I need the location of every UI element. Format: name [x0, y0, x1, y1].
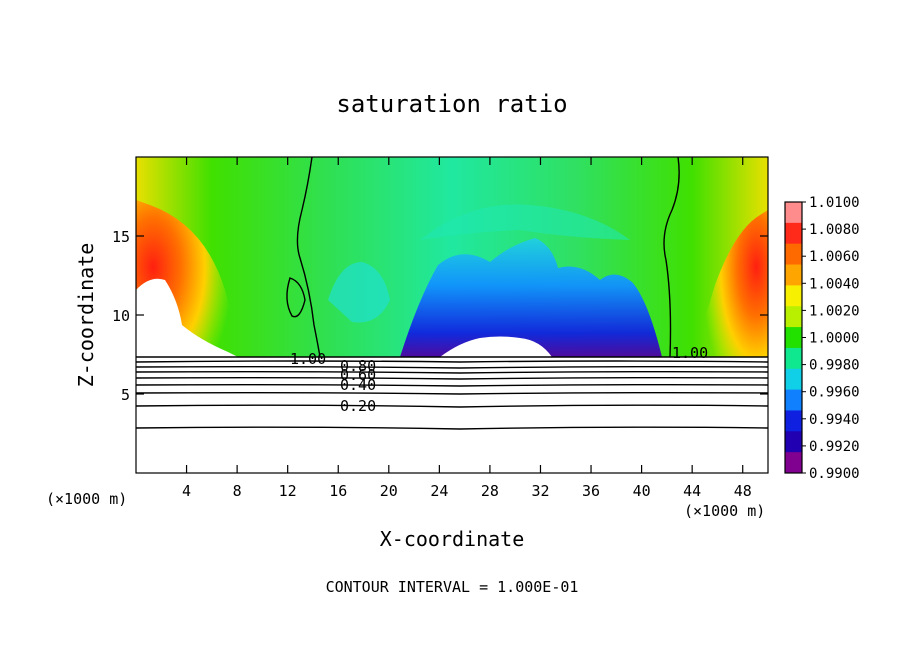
right-warm-region [690, 157, 768, 357]
colorbar: 1.0100 1.0080 1.0060 1.0040 1.0020 1.0000 0.99… [784, 195, 860, 482]
colorbar-swatch [785, 285, 802, 307]
y-axis-label: Z-coordinate [74, 243, 98, 388]
upper-cyan-band [420, 204, 630, 240]
y-tick-label: 5 [121, 386, 130, 404]
y-tick-label: 15 [112, 228, 130, 246]
x-tick-label: 4 [182, 482, 191, 500]
cyan-patch [328, 262, 390, 323]
contour-label: 1.00 [290, 350, 326, 368]
x-axis-ticks: 4 8 12 16 20 24 28 32 36 40 44 48 [182, 157, 752, 500]
x-tick-label: 40 [633, 482, 651, 500]
contour-interval-footer: CONTOUR INTERVAL = 1.000E-01 [326, 578, 579, 596]
x-tick-label: 36 [582, 482, 600, 500]
x-tick-label: 24 [430, 482, 448, 500]
contour-labels: 1.00 0.80 0.60 0.40 0.20 1.00 [290, 344, 708, 415]
colorbar-swatch [785, 452, 802, 474]
contour-label: 1.00 [672, 344, 708, 362]
colorbar-swatch [785, 327, 802, 349]
contour-label: 0.20 [340, 397, 376, 415]
colorbar-swatch [785, 389, 802, 411]
colorbar-level-label: 0.9980 [809, 358, 860, 374]
lower-white-zone [136, 357, 768, 473]
colorbar-level-label: 0.9960 [809, 385, 860, 401]
colorbar-swatch [785, 222, 802, 245]
y-axis-ticks: 5 10 15 [112, 228, 768, 404]
colorbar-swatch [785, 202, 802, 224]
filled-contours [136, 157, 768, 473]
x-tick-label: 8 [233, 482, 242, 500]
y-tick-label: 10 [112, 307, 130, 325]
sub-saturated-region [400, 238, 662, 357]
x-tick-label: 28 [481, 482, 499, 500]
x-tick-label: 20 [380, 482, 398, 500]
colorbar-swatch [785, 410, 802, 432]
terrain-white-mound [440, 336, 552, 357]
colorbar-level-label: 1.0080 [809, 222, 860, 238]
contour-label: 0.80 [340, 357, 376, 375]
x-unit-label-right: (×1000 m) [684, 502, 765, 520]
colorbar-swatch [785, 431, 802, 453]
x-unit-label-left: (×1000 m) [46, 490, 127, 508]
colorbar-level-label: 0.9940 [809, 412, 860, 428]
chart-title: saturation ratio [336, 90, 567, 118]
x-axis-label: X-coordinate [380, 527, 525, 551]
x-tick-label: 16 [329, 482, 347, 500]
contour-label: 0.60 [340, 366, 376, 384]
x-tick-label: 48 [734, 482, 752, 500]
contour-lines [136, 157, 768, 430]
colorbar-level-label: 1.0060 [809, 249, 860, 265]
contour-label: 0.40 [340, 376, 376, 394]
colorbar-level-label: 1.0100 [809, 195, 860, 211]
colorbar-swatch [785, 306, 802, 328]
x-tick-label: 32 [531, 482, 549, 500]
colorbar-level-label: 1.0040 [809, 276, 860, 292]
left-white-gap [136, 278, 238, 357]
colorbar-level-label: 1.0000 [809, 331, 860, 347]
x-tick-label: 44 [683, 482, 701, 500]
colorbar-level-label: 0.9900 [809, 466, 860, 482]
colorbar-level-label: 0.9920 [809, 439, 860, 455]
colorbar-swatch [785, 243, 802, 266]
colorbar-swatch [785, 264, 802, 286]
colorbar-swatch [785, 368, 802, 391]
colorbar-swatch [785, 347, 802, 370]
colorbar-level-label: 1.0020 [809, 303, 860, 319]
x-tick-label: 12 [279, 482, 297, 500]
